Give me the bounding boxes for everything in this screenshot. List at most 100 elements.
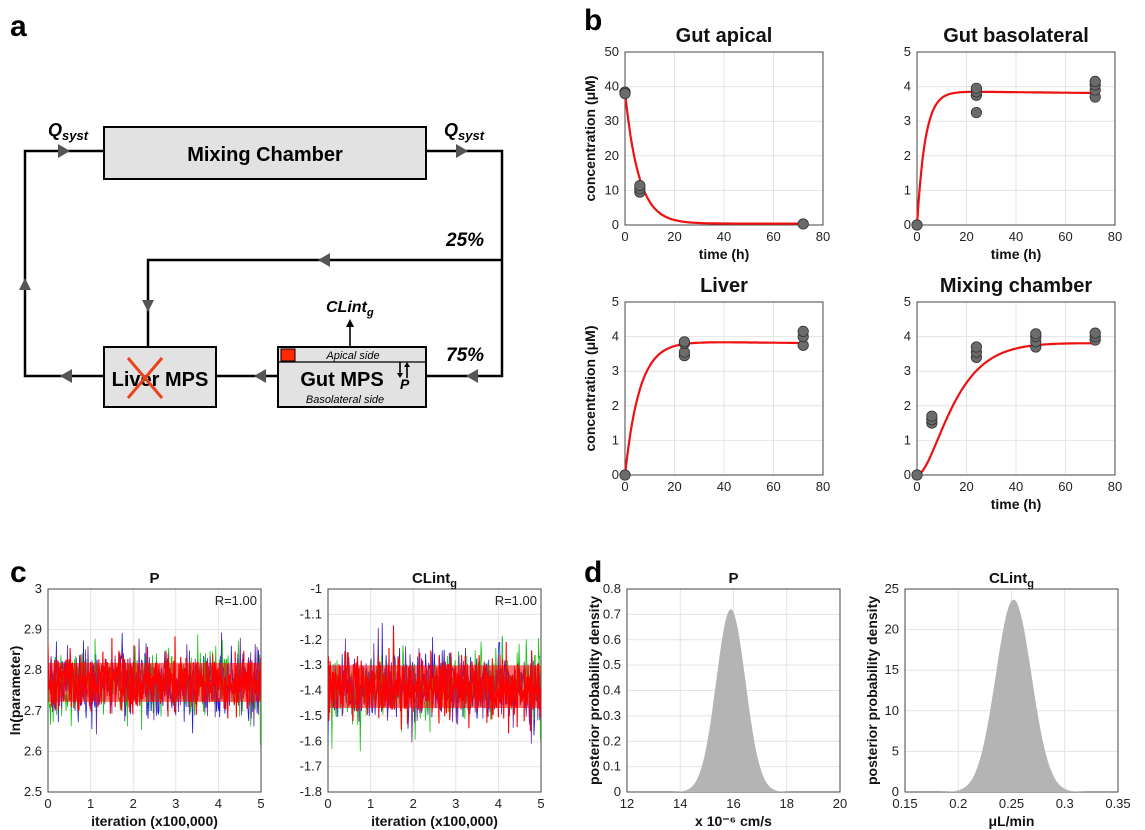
x-axis-label: time (h) bbox=[991, 496, 1042, 512]
data-point bbox=[911, 469, 923, 481]
y-tick-label: 20 bbox=[885, 622, 899, 637]
y-tick-label: 3 bbox=[904, 113, 911, 128]
y-tick-label: 5 bbox=[612, 294, 619, 309]
y-tick-label: 5 bbox=[892, 743, 899, 758]
data-point bbox=[1089, 327, 1101, 339]
arrow-icon bbox=[318, 253, 330, 267]
y-tick-label: 2 bbox=[904, 148, 911, 163]
x-tick-label: 12 bbox=[620, 796, 634, 811]
y-tick-label: -1.4 bbox=[300, 683, 322, 698]
x-axis-label: iteration (x100,000) bbox=[91, 813, 218, 829]
split-25-label: 25% bbox=[445, 230, 484, 251]
y-tick-label: 3 bbox=[35, 581, 42, 596]
chart-mixing-chamber: 0 20 40 60 80 0 1 2 3 4 5 Mixing chamber time (h) bbox=[904, 275, 1122, 512]
y-tick-label: 2.7 bbox=[24, 703, 42, 718]
x-tick-label: 0.25 bbox=[999, 796, 1024, 811]
q-syst-right: Qsyst bbox=[444, 120, 485, 143]
x-axis-label: time (h) bbox=[991, 246, 1042, 262]
y-tick-label: -1.1 bbox=[300, 606, 322, 621]
panel-label-b: b bbox=[584, 4, 602, 37]
y-tick-label: 0 bbox=[614, 784, 621, 799]
x-tick-label: 5 bbox=[537, 796, 544, 811]
fit-curve bbox=[623, 91, 804, 225]
x-tick-label: 0.35 bbox=[1105, 796, 1130, 811]
chart-trace-clint: 0 1 2 3 4 5 -1.8 -1.7 -1.6 -1.5 -1.4 -1.3 -1.2 -1.1 -1… bbox=[300, 570, 545, 829]
chart-title: Gut basolateral bbox=[943, 25, 1089, 47]
flow-right-loop bbox=[426, 149, 504, 378]
x-tick-label: 20 bbox=[959, 229, 973, 244]
x-tick-label: 60 bbox=[766, 229, 780, 244]
chart-title: P bbox=[149, 570, 159, 587]
q-syst-left: Qsyst bbox=[48, 120, 89, 143]
chart-title-main: Gut basolateral bbox=[943, 25, 1089, 47]
data-point bbox=[970, 82, 983, 94]
arrow-icon bbox=[19, 278, 31, 290]
arrow-icon bbox=[254, 369, 266, 383]
y-tick-label: 50 bbox=[605, 44, 619, 59]
x-tick-label: 0.15 bbox=[892, 796, 917, 811]
panel-label-c: c bbox=[10, 556, 27, 589]
x-tick-label: 20 bbox=[833, 796, 847, 811]
x-tick-label: 60 bbox=[1058, 229, 1072, 244]
basolateral-side-label: Basolateral side bbox=[306, 394, 384, 406]
y-tick-label: 20 bbox=[605, 148, 619, 163]
chart-title: Gut apical bbox=[676, 25, 773, 47]
x-tick-label: 1 bbox=[367, 796, 374, 811]
arrow-icon bbox=[58, 144, 70, 158]
x-axis-label: μL/min bbox=[989, 813, 1035, 829]
chart-title-sub: g bbox=[450, 578, 457, 590]
x-tick-label: 80 bbox=[816, 479, 830, 494]
panel-label-a: a bbox=[10, 10, 27, 43]
y-tick-label: 0.1 bbox=[603, 759, 621, 774]
x-tick-label: 0 bbox=[324, 796, 331, 811]
y-axis-label: posterior probability density bbox=[864, 596, 880, 785]
y-tick-label: 4 bbox=[904, 329, 911, 344]
compound-marker-icon bbox=[280, 348, 296, 362]
data-point bbox=[797, 325, 809, 338]
plot-frame bbox=[916, 51, 1116, 226]
chart-title: Mixing chamber bbox=[940, 275, 1092, 297]
y-tick-label: 2 bbox=[612, 398, 619, 413]
mixing-chamber-box bbox=[103, 126, 427, 180]
y-tick-label: 3 bbox=[904, 363, 911, 378]
arrow-icon bbox=[142, 300, 154, 312]
convergence-annotation: R=1.00 bbox=[215, 593, 257, 608]
y-tick-label: 2.8 bbox=[24, 662, 42, 677]
y-tick-label: -1.7 bbox=[300, 759, 322, 774]
flow-branch-25 bbox=[146, 258, 502, 347]
data-point bbox=[634, 179, 646, 192]
x-tick-label: 0 bbox=[44, 796, 51, 811]
clint-label: CLintg bbox=[326, 299, 374, 319]
x-tick-label: 40 bbox=[1009, 229, 1023, 244]
chain-core-band bbox=[48, 662, 261, 702]
y-tick-label: 0.3 bbox=[603, 708, 621, 723]
y-tick-label: 2.9 bbox=[24, 622, 42, 637]
plot-frame bbox=[916, 301, 1116, 476]
y-tick-label: 0.7 bbox=[603, 606, 621, 621]
x-tick-label: 40 bbox=[717, 479, 731, 494]
arrow-up-icon bbox=[346, 319, 354, 327]
x-tick-label: 0 bbox=[621, 229, 628, 244]
posterior-density-area bbox=[905, 599, 1118, 792]
x-tick-label: 20 bbox=[667, 479, 681, 494]
x-tick-label: 2 bbox=[130, 796, 137, 811]
plot-frame bbox=[624, 301, 824, 476]
posterior-density-area bbox=[627, 609, 840, 792]
y-tick-label: 0 bbox=[612, 217, 619, 232]
y-tick-label: 0.5 bbox=[603, 657, 621, 672]
x-tick-label: 3 bbox=[452, 796, 459, 811]
y-tick-label: 0.4 bbox=[603, 683, 621, 698]
fit-curve bbox=[623, 341, 804, 476]
data-point bbox=[1089, 75, 1101, 88]
chart-title-main: CLint bbox=[989, 570, 1027, 587]
y-tick-label: 0.6 bbox=[603, 632, 621, 647]
y-tick-label: -1.5 bbox=[300, 708, 322, 723]
split-75-label: 75% bbox=[446, 345, 484, 366]
chart-title-sub: g bbox=[1027, 578, 1034, 590]
y-tick-label: 10 bbox=[885, 703, 899, 718]
y-tick-label: -1.2 bbox=[300, 632, 322, 647]
y-tick-label: 0 bbox=[904, 467, 911, 482]
mixing-chamber-label: Mixing Chamber bbox=[187, 144, 343, 166]
x-tick-label: 3 bbox=[172, 796, 179, 811]
x-tick-label: 80 bbox=[1108, 229, 1122, 244]
